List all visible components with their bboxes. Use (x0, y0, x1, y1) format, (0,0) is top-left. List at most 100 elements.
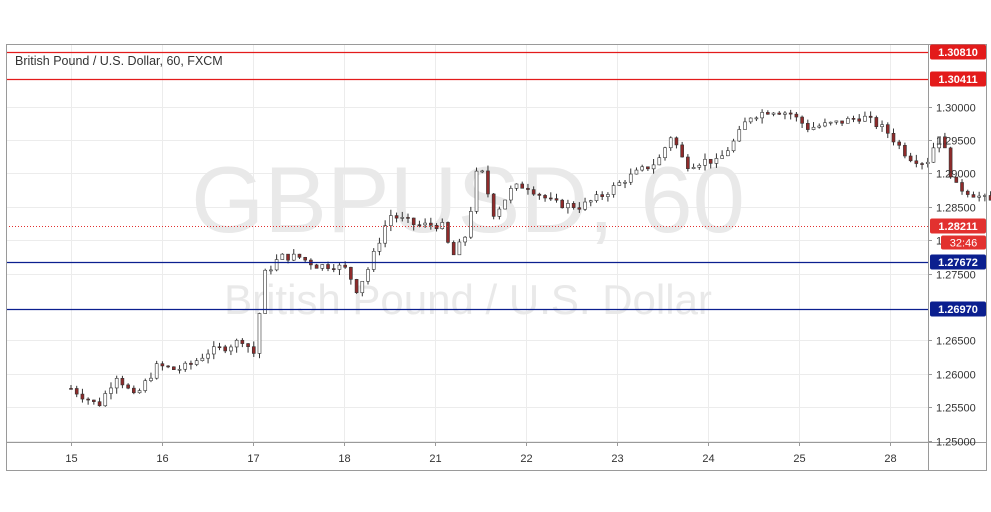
candle-body (75, 388, 78, 394)
candle-body (269, 270, 272, 271)
candle-body (367, 269, 370, 281)
candle-body (846, 118, 849, 123)
candle-body (149, 378, 152, 380)
candle-body (584, 202, 587, 209)
candle-body (424, 223, 427, 225)
price-level-tag-label: 1.27672 (938, 257, 978, 269)
candle-body (881, 125, 884, 127)
x-axis-tick-label: 28 (884, 453, 896, 465)
candle-body (441, 222, 444, 228)
y-axis-tick-label: 1.26500 (936, 336, 976, 348)
candle-body (412, 218, 415, 225)
candle-body (812, 127, 815, 129)
candle-body (589, 201, 592, 202)
candle-body (207, 354, 210, 358)
current-price-tag-label: 1.28211 (938, 221, 977, 233)
candle-body (749, 118, 752, 122)
candle-body (595, 195, 598, 201)
candle-body (121, 378, 124, 385)
candle-body (555, 199, 558, 201)
candle-body (835, 121, 838, 122)
candle-body (635, 170, 638, 174)
candle-body (195, 361, 198, 365)
candle-body (841, 121, 844, 123)
candle-body (287, 254, 290, 260)
candle-body (281, 254, 284, 259)
candle-body (70, 388, 73, 389)
y-axis-tick-label: 1.25000 (936, 437, 976, 449)
candle-body (406, 217, 409, 218)
candle-body (492, 194, 495, 216)
candle-body (726, 151, 729, 156)
candle-body (127, 385, 130, 388)
candle-body (452, 242, 455, 254)
candle-body (549, 198, 552, 199)
candle-body (823, 123, 826, 126)
candle-body (241, 340, 244, 343)
candle-body (189, 363, 192, 364)
y-axis-tick-label: 1.30000 (936, 103, 976, 115)
candle-body (275, 260, 278, 270)
candle-body (892, 133, 895, 142)
candle-body (361, 281, 364, 292)
candle-body (327, 264, 330, 268)
y-axis-tick-label: 1.26000 (936, 370, 976, 382)
candle-body (886, 125, 889, 134)
candle-body (778, 113, 781, 114)
candle-body (795, 114, 798, 117)
candle-body (789, 113, 792, 114)
candle-body (378, 243, 381, 251)
candle-body (469, 211, 472, 237)
candle-body (743, 122, 746, 130)
candle-body (601, 195, 604, 197)
candle-body (144, 381, 147, 391)
candle-body (446, 222, 449, 242)
candle-body (818, 126, 821, 127)
candle-body (172, 367, 175, 370)
candle-body (612, 185, 615, 194)
candle-body (458, 242, 461, 255)
candle-body (681, 145, 684, 157)
candle-body (972, 195, 975, 198)
candle-body (486, 171, 489, 194)
candle-body (355, 279, 358, 292)
candle-body (184, 363, 187, 369)
price-level-tag-label: 1.26970 (938, 304, 978, 316)
candle-body (703, 159, 706, 165)
candle-body (572, 203, 575, 207)
candle-body (298, 254, 301, 257)
candle-body (132, 388, 135, 393)
candle-body (538, 194, 541, 195)
candle-body (852, 118, 855, 119)
candle-body (629, 174, 632, 182)
candle-body (401, 217, 404, 218)
candle-body (155, 364, 158, 378)
candle-body (161, 364, 164, 366)
candle-body (652, 165, 655, 169)
candle-body (561, 200, 564, 208)
y-axis-tick-label: 1.25500 (936, 403, 976, 415)
candle-body (783, 113, 786, 114)
watermark-layer: GBPUSD, 60 British Pound / U.S. Dollar (191, 147, 745, 323)
candle-body (338, 265, 341, 269)
candle-body (515, 184, 518, 188)
candle-body (92, 400, 95, 402)
candle-body (138, 391, 141, 393)
candle-body (532, 190, 535, 195)
candle-body (292, 254, 295, 260)
candle-body (384, 226, 387, 243)
candle-body (961, 182, 964, 191)
candle-body (224, 347, 227, 351)
candle-body (966, 191, 969, 194)
candle-body (921, 164, 924, 165)
candle-body (544, 195, 547, 198)
candle-body (732, 141, 735, 151)
candle-body (109, 388, 112, 394)
candle-body (806, 123, 809, 129)
candle-body (344, 265, 347, 267)
candle-body (315, 265, 318, 268)
candle-body (761, 112, 764, 117)
candle-body (698, 165, 701, 167)
candle-body (504, 200, 507, 209)
